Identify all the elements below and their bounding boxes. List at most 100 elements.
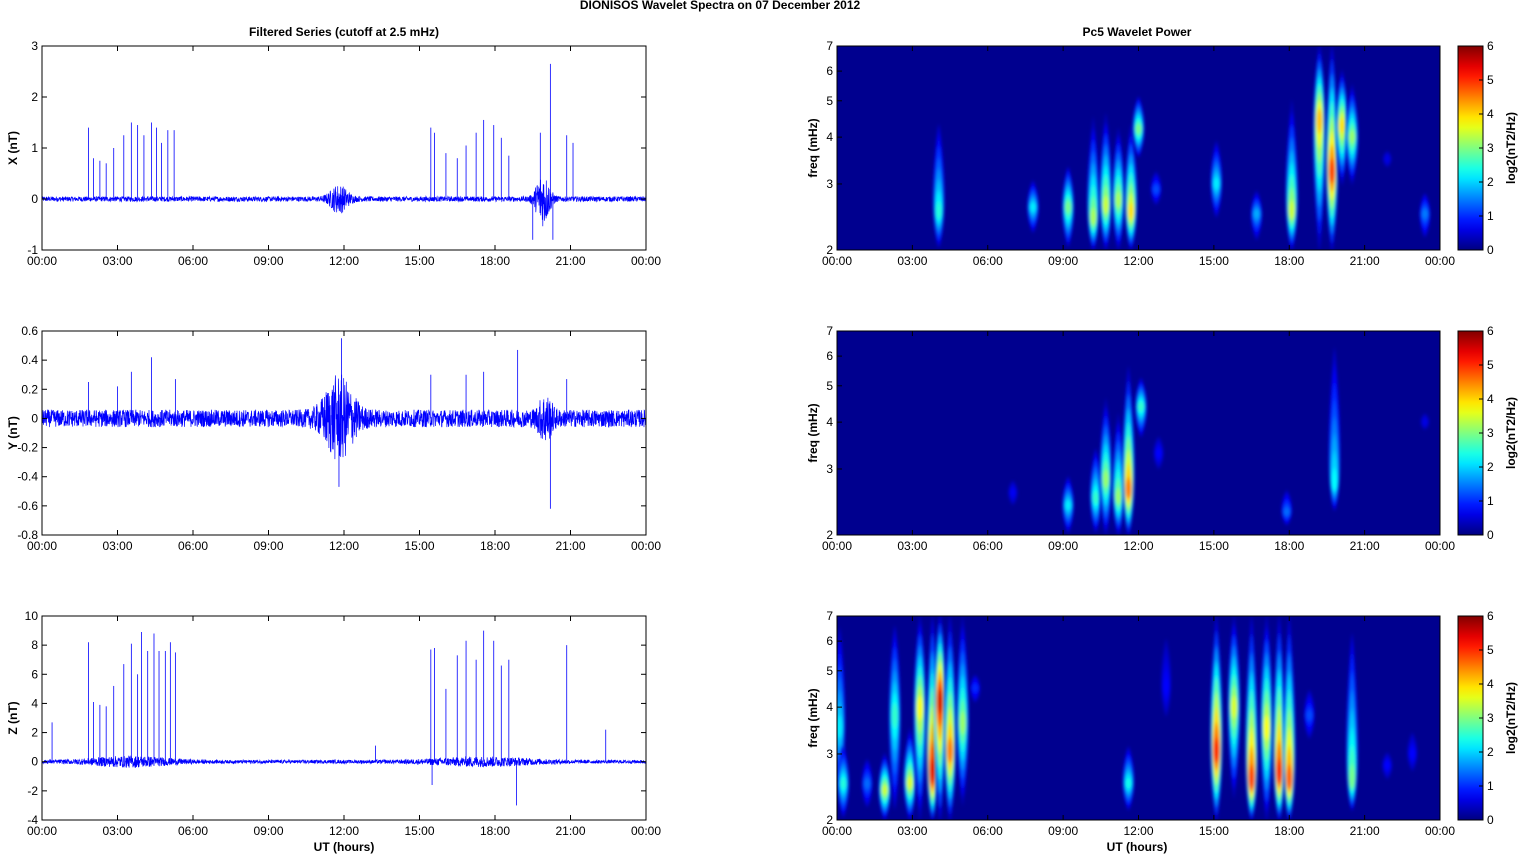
z-series-ytick-label: 10 (25, 609, 39, 623)
x-wavelet-xtick-label: 15:00 (1199, 254, 1229, 268)
x-series-ylabel: X (nT) (6, 131, 20, 165)
z-wavelet-power-patch (1304, 689, 1315, 740)
y-wavelet-power-patch (1122, 365, 1135, 535)
x-series-ytick-label: 1 (31, 141, 38, 155)
y-wavelet-colorbar-tick-label: 6 (1487, 324, 1494, 338)
x-wavelet-xtick-label: 18:00 (1274, 254, 1304, 268)
z-wavelet-power-patch (903, 726, 916, 820)
y-series-xtick-label: 03:00 (102, 539, 132, 553)
z-wavelet-colorbar-label: log2(nT2/Hz) (1504, 682, 1518, 754)
x-wavelet-power-patch (1132, 96, 1145, 158)
y-wavelet-ylabel: freq (mHz) (806, 403, 820, 462)
y-wavelet-background (837, 331, 1440, 535)
y-wavelet-ytick-label: 4 (826, 415, 833, 429)
x-wavelet-xtick-label: 00:00 (822, 254, 852, 268)
x-wavelet-xtick-label: 12:00 (1123, 254, 1153, 268)
y-wavelet-power-patch (1099, 397, 1112, 535)
x-wavelet-power-patch (1150, 171, 1162, 206)
x-wavelet-ytick-label: 5 (826, 94, 833, 108)
y-wavelet-power-patch (1328, 346, 1341, 512)
x-series-xtick-label: 12:00 (329, 254, 359, 268)
z-wavelet-power-patch (970, 674, 981, 703)
x-series-line (42, 179, 646, 227)
y-series-ytick-label: -0.4 (17, 470, 38, 484)
y-series-xtick-label: 12:00 (329, 539, 359, 553)
z-wavelet-colorbar-tick-label: 2 (1487, 745, 1494, 759)
z-wavelet-xtick-label: 15:00 (1199, 824, 1229, 838)
y-wavelet-power-patch (1090, 447, 1102, 533)
y-wavelet-xtick-label: 15:00 (1199, 539, 1229, 553)
x-wavelet-colorbar-tick-label: 5 (1487, 73, 1494, 87)
y-series-ytick-label: 0.4 (21, 353, 38, 367)
y-series-plot-area (42, 331, 646, 535)
y-series-ytick-label: 0.6 (21, 324, 38, 338)
y-wavelet-power-patch (1008, 480, 1018, 506)
x-wavelet-ytick-label: 2 (826, 243, 833, 257)
z-wavelet-xtick-label: 18:00 (1274, 824, 1304, 838)
y-wavelet-xtick-label: 00:00 (822, 539, 852, 553)
z-wavelet-xtick-label: 09:00 (1048, 824, 1078, 838)
x-series-ytick-label: -1 (27, 243, 38, 257)
z-wavelet-colorbar-tick-label: 1 (1487, 779, 1494, 793)
z-wavelet-power-patch (1260, 616, 1273, 820)
right-xlabel: UT (hours) (1107, 840, 1168, 854)
x-wavelet-power-patch (1124, 123, 1137, 250)
y-wavelet-xtick-label: 03:00 (897, 539, 927, 553)
y-wavelet-colorbar (1457, 330, 1484, 536)
y-wavelet-xtick-label: 00:00 (1425, 539, 1455, 553)
x-series-ytick-label: 3 (31, 39, 38, 53)
z-wavelet-power-patch (1245, 616, 1258, 820)
y-wavelet-xtick-label: 21:00 (1350, 539, 1380, 553)
z-wavelet-power-patch (1210, 616, 1223, 820)
z-series-ytick-label: 6 (31, 667, 38, 681)
z-wavelet-power-patch (878, 751, 891, 820)
x-wavelet-colorbar-tick-label: 0 (1487, 243, 1494, 257)
left-xlabel: UT (hours) (314, 840, 375, 854)
x-wavelet-power-patch (1027, 179, 1039, 234)
z-wavelet-xtick-label: 00:00 (822, 824, 852, 838)
y-series-xtick-label: 21:00 (555, 539, 585, 553)
z-wavelet-power-patch (1382, 752, 1393, 780)
x-wavelet-power-patch (1336, 69, 1349, 186)
x-wavelet-xtick-label: 00:00 (1425, 254, 1455, 268)
z-wavelet-colorbar-tick-label: 3 (1487, 711, 1494, 725)
z-wavelet-colorbar-tick-label: 0 (1487, 813, 1494, 827)
left-column-title: Filtered Series (cutoff at 2.5 mHz) (249, 25, 439, 39)
y-wavelet-xtick-label: 06:00 (973, 539, 1003, 553)
x-wavelet-power-patch (1383, 150, 1392, 168)
y-wavelet-colorbar-tick-label: 1 (1487, 494, 1494, 508)
x-wavelet-colorbar-tick-label: 2 (1487, 175, 1494, 189)
x-series-ytick-label: 0 (31, 192, 38, 206)
z-wavelet-ytick-label: 2 (826, 813, 833, 827)
x-wavelet-power-patch (1419, 192, 1431, 238)
y-series-ytick-label: -0.8 (17, 528, 38, 542)
z-wavelet-ytick-label: 3 (826, 747, 833, 761)
z-series-line (42, 755, 646, 768)
y-wavelet-colorbar-label: log2(nT2/Hz) (1504, 397, 1518, 469)
z-wavelet-power-patch (1346, 632, 1358, 811)
y-wavelet-ytick-label: 3 (826, 462, 833, 476)
x-wavelet-power-patch (1250, 190, 1263, 241)
z-series-plot-area (42, 616, 646, 820)
z-series-xtick-label: 00:00 (27, 824, 57, 838)
z-wavelet-ytick-label: 6 (826, 634, 833, 648)
y-series-ytick-label: 0.2 (21, 382, 38, 396)
z-series-ytick-label: -2 (27, 784, 38, 798)
x-wavelet-power-patch (1313, 46, 1326, 250)
z-wavelet-xtick-label: 06:00 (973, 824, 1003, 838)
x-wavelet-colorbar (1457, 45, 1484, 251)
z-series-ytick-label: 0 (31, 755, 38, 769)
y-wavelet-power-patch (1062, 475, 1074, 534)
y-series-ytick-label: -0.6 (17, 499, 38, 513)
x-wavelet-colorbar-tick-label: 1 (1487, 209, 1494, 223)
x-wavelet-ylabel: freq (mHz) (806, 118, 820, 177)
y-series-xtick-label: 18:00 (480, 539, 510, 553)
y-wavelet-power-patch (1153, 436, 1164, 470)
x-wavelet-power-patch (1099, 112, 1112, 250)
z-wavelet-xtick-label: 21:00 (1350, 824, 1380, 838)
x-series-xtick-label: 00:00 (631, 254, 661, 268)
y-wavelet-colorbar-tick-label: 4 (1487, 392, 1494, 406)
